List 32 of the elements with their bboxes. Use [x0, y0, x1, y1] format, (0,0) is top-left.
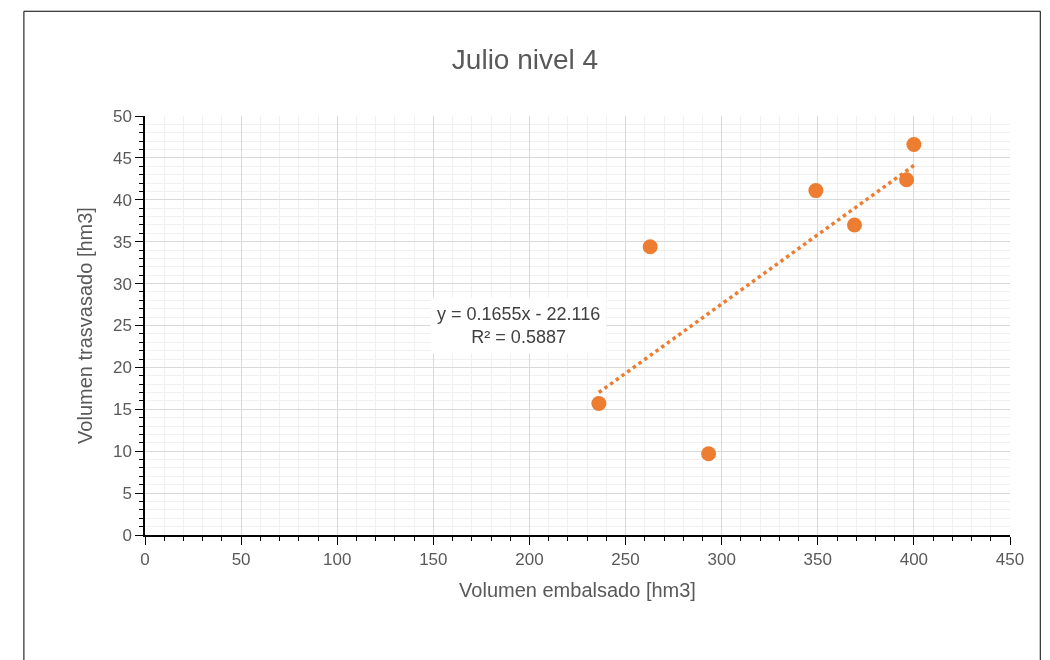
annotation: y = 0.1655x - 22.116 R² = 0.5887: [437, 304, 601, 348]
point: [642, 239, 658, 255]
x-tick-label: 300: [707, 550, 736, 570]
y-tick-label: 50: [112, 106, 132, 126]
y-tick-label: 35: [112, 232, 132, 252]
x-axis-title: Volumen embalsado [hm3]: [459, 579, 696, 602]
point: [899, 172, 915, 188]
point: [591, 395, 607, 411]
point: [906, 136, 922, 152]
chart-title: Julio nivel 4: [451, 44, 599, 76]
x-tick-label: 200: [515, 550, 544, 570]
y-tick-label: 25: [112, 316, 132, 336]
y-axis-title: Volumen trasvasado [hm3]: [73, 207, 96, 444]
x-tick-label: 450: [995, 550, 1025, 570]
x-tick-label: 150: [419, 550, 448, 570]
y-tick-label: 20: [112, 358, 132, 378]
x-tick-label: 350: [803, 550, 832, 570]
y-tick-label: 0: [122, 525, 132, 545]
y-tick-label: 30: [112, 274, 132, 294]
y-tick-label: 45: [112, 148, 132, 168]
y-tick-label: 10: [112, 442, 132, 462]
x-tick-label: 100: [323, 550, 352, 570]
x-tick-label: 50: [231, 550, 251, 570]
y-tick-label: 40: [112, 190, 132, 210]
x-tick-label: 250: [611, 550, 640, 570]
y-tick-label: 15: [112, 400, 132, 420]
point: [847, 217, 862, 233]
x-tick-label: 400: [899, 550, 929, 570]
y-tick-label: 5: [122, 484, 132, 504]
point: [701, 446, 717, 462]
point: [808, 183, 824, 199]
x-tick-label: 0: [140, 550, 150, 570]
